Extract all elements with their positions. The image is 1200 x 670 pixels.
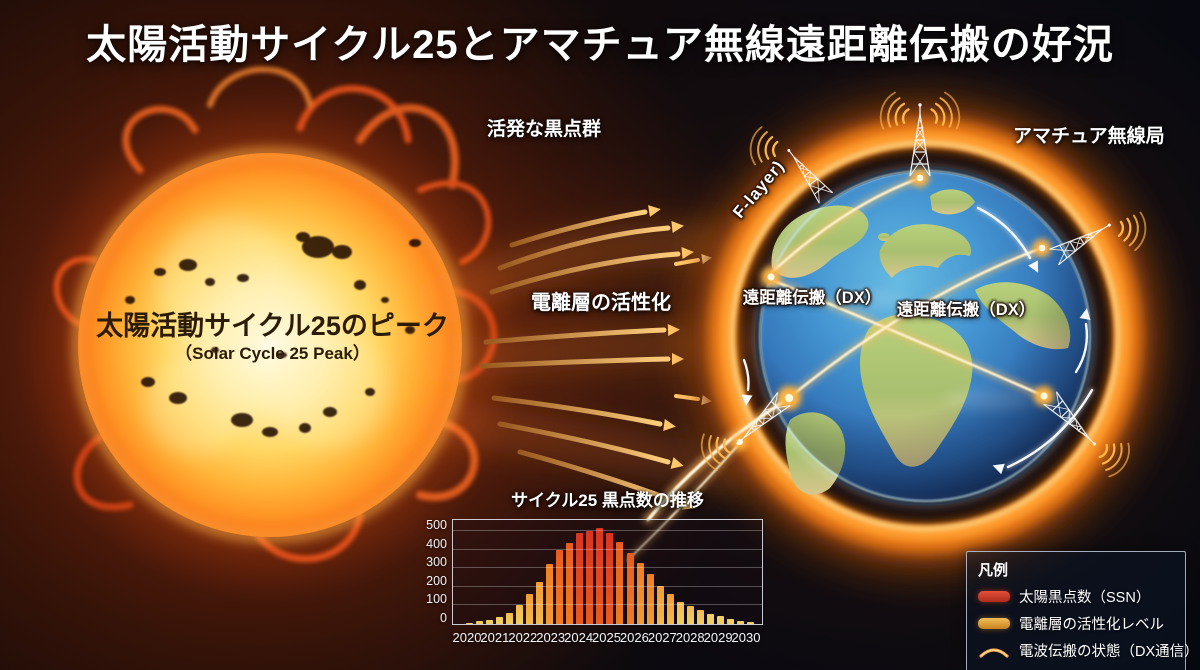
propagation-arc-swatch-icon [978,643,1010,658]
earth-atmosphere-glow [753,164,1097,508]
legend-item-label: 電波伝搬の状態（DX通信） [1019,644,1199,660]
chart-bar [506,612,514,624]
earth-illustration [664,75,1186,597]
ring-arrow [975,205,1039,273]
sun-peak-label-jp: 太陽活動サイクル25のピーク [96,311,449,341]
chart-bar [576,533,584,624]
chart-x-tick-label: 2026 [619,630,649,645]
chart-bar [696,610,704,624]
flow-arrow [491,395,676,431]
chart-bar [526,594,534,624]
legend-item-label: 太陽黒点数（SSN） [1019,590,1151,606]
ring-arrow [741,358,753,406]
chart-bars [466,520,754,624]
chart-x-tick-label: 2020 [452,630,482,645]
chart-bar [556,549,564,624]
chart-x-tick-label: 2028 [675,630,705,645]
dx-endpoint-glows [732,169,1054,450]
flow-arrow [497,421,684,469]
flow-arrow [509,205,661,248]
chart-bar [486,619,494,624]
chart-bar [476,621,484,624]
chart-bar [616,542,624,624]
chart-bar [706,613,714,624]
chart-x-tick-label: 2027 [647,630,677,645]
chart-x-tick-label: 2029 [703,630,733,645]
sun-peak-label-en: （Solar Cycle 25 Peak） [175,344,370,363]
ionization-ring [664,75,1186,597]
legend-item-ssn: 太陽黒点数（SSN） [978,586,1174,607]
chart-bar [536,581,544,624]
ring-arrow [992,387,1095,475]
sunspots [125,232,421,437]
chart-y-tick-label: 200 [426,573,447,588]
chart-gridline [453,604,762,606]
legend-heading: 凡例 [978,562,1009,579]
chart-title: サイクル25 黒点数の推移 [511,491,704,510]
chart-x-tick-label: 2021 [480,630,510,645]
chart-bar [666,593,674,624]
chart-y-tick-label: 300 [426,555,447,570]
chart-gridline [453,530,762,532]
chart-bar [746,622,754,624]
chart-bar [646,573,654,624]
ionosphere-activation-label: 電離層の活性化 [531,292,671,314]
chart-x-tick-label: 2022 [508,630,538,645]
chart-gridline [453,567,762,569]
chart-bar [606,532,614,624]
sun-surface-mottling [145,217,388,455]
chart-bar [466,622,473,624]
page-title: 太陽活動サイクル25とアマチュア無線遠距離伝搬の好況 [86,23,1114,67]
chart-y-tick-label: 400 [426,536,447,551]
chart-bar [546,563,554,624]
chart-bar [636,562,644,624]
dx-path [643,393,794,525]
ring-arrow [1074,308,1091,374]
chart-bar [596,528,604,624]
chart-bar [626,552,634,624]
ham-station-label: アマチュア無線局 [1013,126,1165,147]
dx-propagation-label-right: 遠距離伝搬（DX） [896,301,1036,319]
chart-bar [716,616,724,624]
chart-bar [586,531,594,624]
flow-arrow [497,221,684,271]
chart-y-tick-label: 100 [426,592,447,607]
chart-bar [496,616,504,624]
chart-bar [516,605,524,624]
chart-y-tick-label: 0 [440,611,447,625]
chart-gridline [453,585,762,587]
legend-item-propagation: 電波伝搬の状態（DX通信） [978,640,1199,661]
chart-bar [736,621,744,624]
chart-bar [686,606,694,624]
chart-gridline [453,548,762,550]
earth-terminator-shading [761,172,1089,500]
chart-y-tick-label: 500 [426,518,447,533]
chart-bar [726,618,734,624]
chart-bar [566,543,574,624]
chart-x-tick-label: 2023 [536,630,566,645]
dx-path [768,276,1048,400]
ring-arrows [741,205,1095,475]
dx-path [785,244,1046,402]
dx-paths [625,169,1054,563]
chart-bar [676,601,684,624]
legend-box: 凡例 太陽黒点数（SSN） 電離層の活性化レベル 電波伝搬の状態（DX通信） [966,551,1199,670]
chart-plot: 0 100 200 300 400 500 [426,518,763,625]
legend-item-ionosphere: 電離層の活性化レベル [978,613,1174,634]
chart-x-tick-label: 2024 [564,630,594,645]
sun-illustration [14,66,526,601]
dx-path [625,440,743,563]
active-sunspots-label: 活発な黒点群 [487,119,602,140]
chart-x-axis-labels: 2020 2021 2022 2023 2024 2025 2026 2027 2028 2029… [452,630,763,648]
chart-x-tick-label: 2025 [592,630,621,645]
orange-bar-swatch-icon [978,618,1010,629]
legend-item-label: 電離層の活性化レベル [1019,617,1164,633]
chart-x-tick-label: 2030 [731,630,761,645]
dx-path [766,174,924,278]
chart-bar [656,585,664,624]
dx-propagation-label-left: 遠距離伝搬（DX） [742,289,882,307]
red-bar-swatch-icon [978,591,1010,602]
